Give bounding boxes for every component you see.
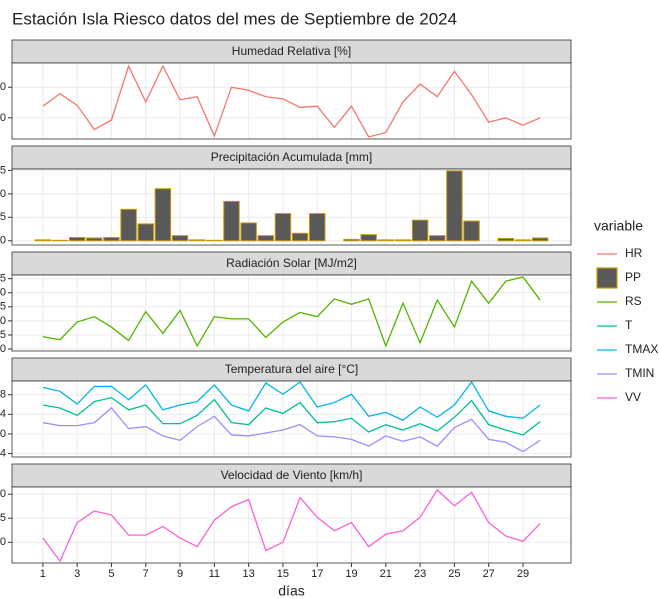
bar [223,200,240,242]
x-tick-label: 13 [243,568,255,580]
bar [120,208,137,242]
y-tick-label: 4 [0,408,6,420]
y-tick-label: 25 [0,273,6,285]
panel-border [11,380,572,458]
x-tick-label: 7 [143,568,149,580]
legend-label: HR [625,246,643,260]
line [42,380,541,421]
bar [514,239,532,242]
panel-bg [12,381,571,457]
y-tick-label: 15 [0,512,6,524]
x-tick-label: 27 [483,568,495,580]
y-tick-label: -4 [0,447,6,459]
panel-border [11,486,572,564]
x-tick-label: 1 [40,568,46,580]
y-tick-label: 20 [0,488,6,500]
strip-title: Humedad Relativa [%] [232,44,351,58]
bar [497,237,515,242]
bar [171,235,189,242]
bar [257,235,274,242]
y-tick-label: 5 [0,211,6,223]
bar [274,213,292,242]
panel-border [11,274,572,352]
y-tick-label: 10 [0,315,6,327]
panel-bg [12,63,571,139]
legend-key [596,267,618,289]
legend-title: variable [594,218,643,234]
strip-title: Precipitación Acumulada [mm] [211,150,372,164]
bar [343,238,360,242]
y-tick-label: 0 [0,343,6,355]
x-tick-label: 25 [448,568,460,580]
panel-bg [12,275,571,351]
y-tick-label: 20 [0,287,6,299]
bar [154,188,172,242]
line [42,64,541,138]
bar [394,239,412,242]
bar [531,237,549,242]
strip-title: Temperatura del aire [°C] [225,362,359,376]
y-tick-label: 10 [0,188,6,200]
line [42,488,541,563]
x-axis-title: días [278,583,304,599]
y-tick-label: 15 [0,164,6,176]
bar [411,219,429,242]
line [42,407,541,453]
bar [360,234,377,242]
strip-title: Radiación Solar [MJ/m2] [226,256,357,270]
bar [188,239,206,242]
x-tick-label: 17 [311,568,323,580]
x-tick-label: 21 [380,568,392,580]
legend-label: T [625,318,633,332]
legend-label: TMIN [625,366,654,380]
bar [429,235,446,242]
x-tick-label: 9 [177,568,183,580]
legend-label: VV [625,390,641,404]
y-tick-label: 10 [0,536,6,548]
line [42,396,541,436]
strip-title: Velocidad de Viento [km/h] [221,468,363,482]
y-tick-label: 80 [0,112,6,124]
bar [137,223,154,242]
bar [240,222,257,242]
x-tick-label: 3 [74,568,80,580]
legend-label: PP [625,270,641,284]
panel-bg [12,487,571,563]
x-tick-label: 19 [345,568,357,580]
x-tick-label: 11 [209,568,220,580]
bar [34,239,52,242]
bar [68,236,86,242]
bar [463,220,480,242]
legend-label: RS [625,294,642,308]
line [42,276,541,348]
panel-bg [12,169,571,245]
bar [377,239,395,242]
chart-title: Estación Isla Riesco datos del mes de Se… [12,9,457,28]
y-tick-label: 8 [0,389,6,401]
bar [291,232,309,242]
bar [446,170,463,242]
panel-border [11,62,572,140]
legend-label: TMAX [625,342,658,356]
x-tick-label: 29 [517,568,529,580]
bar [86,237,103,242]
x-tick-label: 5 [108,568,114,580]
y-tick-label: 0 [0,235,6,247]
x-tick-label: 23 [414,568,426,580]
y-tick-label: 90 [0,81,6,93]
y-tick-label: 0 [0,428,6,440]
panel-border [11,168,572,246]
x-tick-label: 15 [277,568,289,580]
bar [309,213,326,242]
bar [103,236,120,242]
y-tick-label: 5 [0,329,6,341]
y-tick-label: 15 [0,301,6,313]
